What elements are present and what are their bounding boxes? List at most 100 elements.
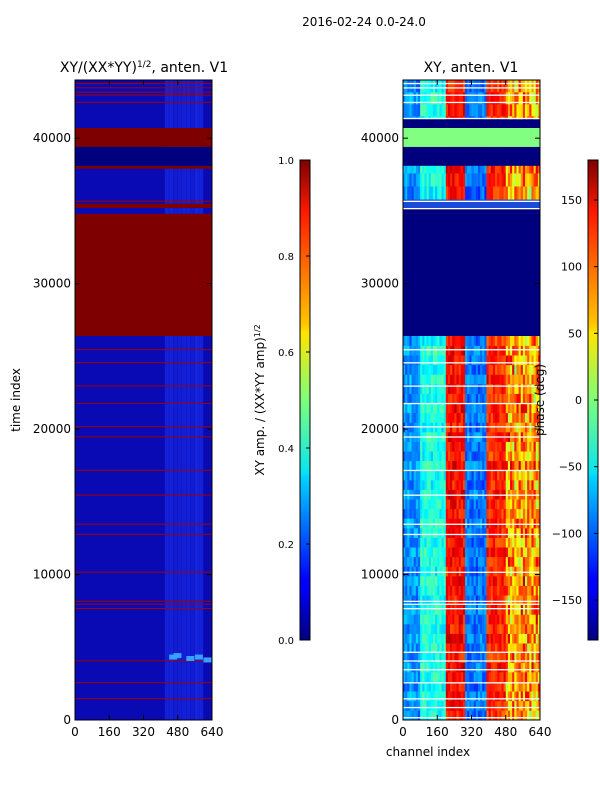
right-heatmap-cell (535, 585, 539, 596)
right-heatmap-cell (518, 537, 522, 548)
right-heatmap-cell (458, 173, 462, 187)
right-heatmap-cell (443, 451, 447, 462)
right-heatmap-cell (505, 585, 509, 596)
right-heatmap-cell (435, 652, 438, 663)
right-heatmap-cell (447, 662, 451, 673)
right-heatmap-cell (424, 412, 427, 423)
right-heatmap-cell (484, 374, 487, 385)
right-heatmap-cell (480, 595, 483, 606)
right-heatmap-cell (403, 186, 406, 200)
right-heatmap-cell (422, 614, 425, 625)
left-saturated-band (75, 128, 212, 130)
right-heatmap-cell (518, 556, 522, 567)
right-heatmap-cell (413, 681, 417, 692)
right-heatmap-cell (454, 662, 457, 673)
right-heatmap-cell (405, 336, 408, 346)
right-heatmap-cell (407, 374, 410, 385)
right-heatmap-cell (484, 393, 487, 404)
right-heatmap-cell (520, 336, 524, 346)
right-heatmap-cell (452, 518, 455, 529)
right-heatmap-cell (531, 441, 534, 452)
right-heatmap-cell (460, 595, 464, 606)
right-heatmap-cell (518, 681, 522, 692)
right-heatmap-cell (465, 403, 468, 414)
right-heatmap-cell (531, 80, 534, 93)
right-heatmap-cell (503, 710, 507, 721)
right-heatmap-cell (460, 576, 464, 586)
right-heatmap-cell (518, 595, 522, 606)
right-heatmap-cell (471, 681, 474, 692)
right-heatmap-cell (437, 691, 440, 702)
right-heatmap-cell (535, 566, 539, 577)
right-heatmap-cell (465, 643, 468, 654)
right-heatmap-cell (537, 595, 541, 606)
right-heatmap-cell (507, 460, 511, 471)
right-heatmap-cell (454, 104, 457, 117)
right-heatmap-cell (432, 528, 436, 538)
right-heatmap-cell (450, 643, 453, 654)
right-heatmap-cell (407, 186, 410, 200)
right-heatmap-cell (507, 441, 511, 452)
right-heatmap-cell (520, 403, 524, 414)
right-heatmap-cell (450, 681, 453, 692)
right-heatmap-cell (488, 604, 492, 615)
right-heatmap-cell (505, 595, 509, 606)
right-heatmap-cell (443, 528, 447, 538)
right-heatmap-cell (445, 691, 449, 702)
right-heatmap-cell (445, 643, 449, 654)
right-heatmap-cell (514, 92, 517, 105)
right-heatmap-cell (460, 412, 464, 423)
right-heatmap-cell (514, 480, 517, 490)
right-heatmap-cell (531, 710, 534, 721)
right-heatmap-cell (520, 681, 524, 692)
right-heatmap-cell (499, 624, 502, 634)
right-heatmap-cell (450, 576, 453, 586)
right-heatmap-cell (428, 576, 432, 586)
right-heatmap-cell (447, 480, 451, 490)
right-heatmap-cell (450, 355, 453, 366)
right-heatmap-cell (510, 173, 513, 187)
right-heatmap-cell (497, 186, 500, 200)
right-heatmap-cell (420, 652, 423, 663)
right-heatmap-cell (499, 633, 502, 644)
right-heatmap-cell (443, 633, 447, 644)
left-flag-line (75, 101, 212, 103)
right-heatmap-cell (462, 710, 466, 721)
right-heatmap-cell (512, 624, 515, 634)
right-heatmap-cell (484, 604, 487, 615)
right-heatmap-cell (439, 604, 442, 615)
right-heatmap-cell (462, 614, 466, 625)
right-heatmap-cell (439, 691, 442, 702)
right-heatmap-cell (490, 480, 494, 490)
left-colorbar[interactable]: 0.00.20.40.60.81.0 XY amp. / (XX*YY amp)… (253, 156, 311, 647)
right-heatmap-cell (516, 633, 519, 644)
right-heatmap-cell (520, 355, 524, 366)
right-heatmap-cell (422, 393, 425, 404)
right-heatmap-cell (531, 393, 534, 404)
right-heatmap-cell (529, 652, 532, 663)
right-heatmap-cell (435, 104, 438, 117)
right-heatmap-cell (417, 186, 421, 200)
right-heatmap-cell (512, 480, 515, 490)
right-heatmap-cell (499, 173, 502, 187)
right-heatmap-cell (531, 403, 534, 414)
right-heatmap-cell (499, 556, 502, 567)
right-heatmap-cell (439, 633, 442, 644)
right-heatmap-cell (441, 700, 444, 711)
right-heatmap-cell (465, 460, 468, 471)
right-heatmap-cell (525, 614, 528, 625)
right-heatmap-cell (529, 604, 532, 615)
right-heatmap-cell (486, 652, 489, 663)
right-heatmap-cell (435, 480, 438, 490)
right-heatmap-cell (512, 499, 515, 510)
left-flag-line (75, 600, 212, 602)
right-heatmap-cell (475, 710, 479, 721)
right-heatmap-cell (537, 374, 541, 385)
right-heatmap-cell (480, 92, 483, 105)
right-heatmap-cell (516, 614, 519, 625)
right-heatmap-cell (471, 662, 474, 673)
right-heatmap-cell (514, 384, 517, 394)
left-ytick-label: 40000 (33, 131, 71, 145)
right-heatmap-cell (507, 681, 511, 692)
